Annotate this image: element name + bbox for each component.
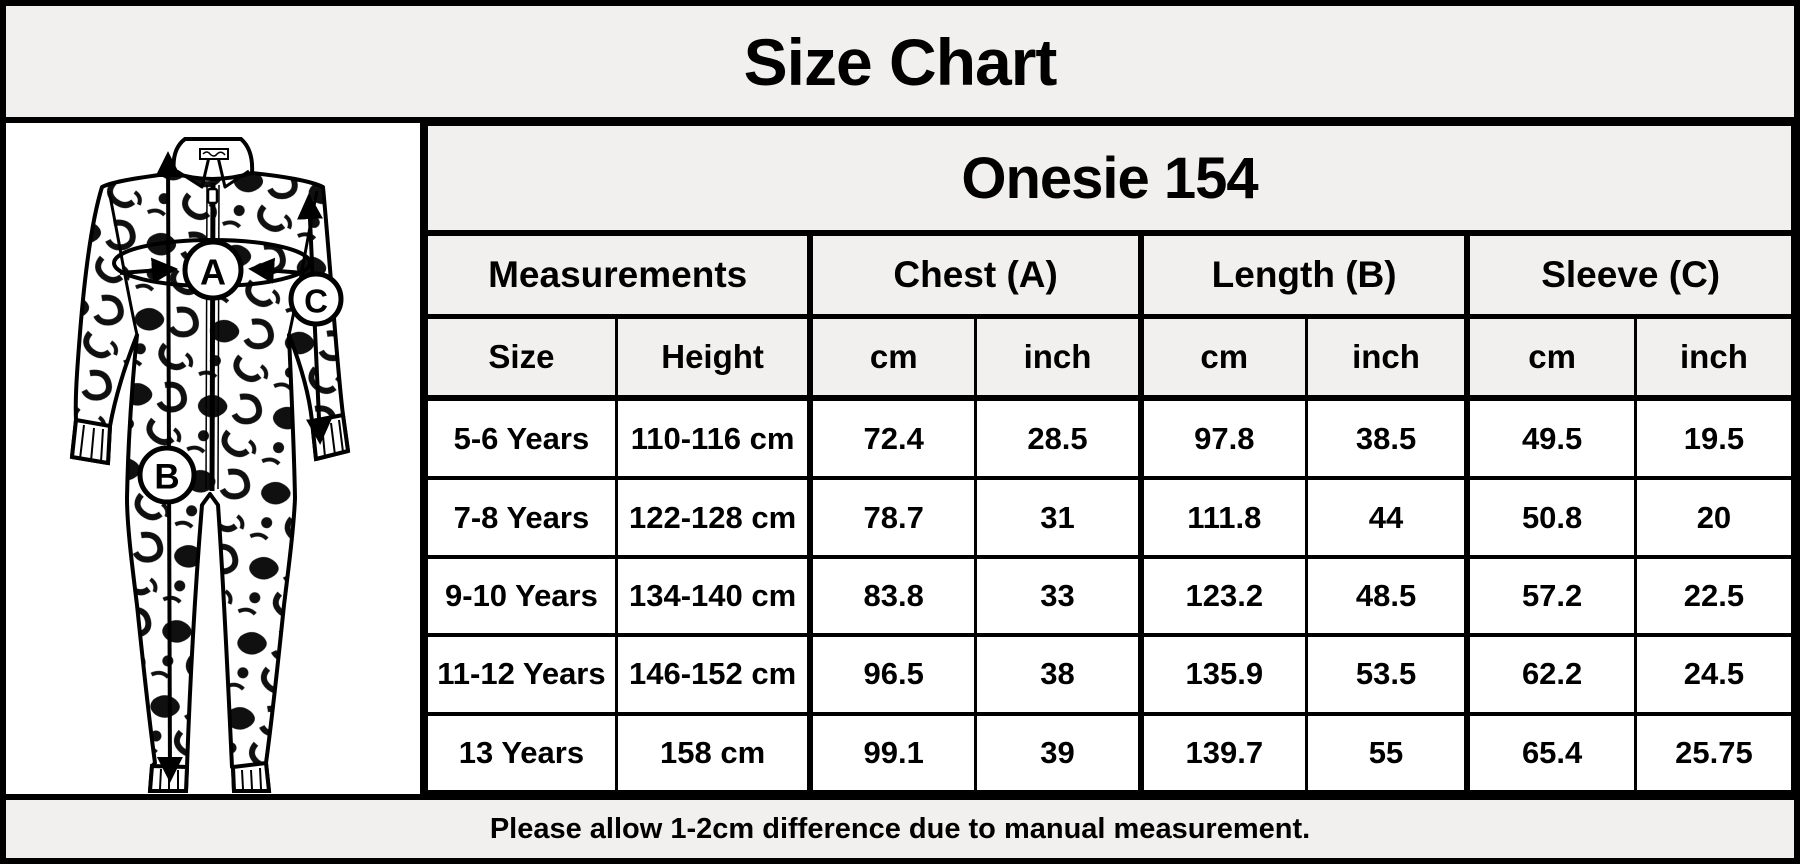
cell-chest-cm: 72.4 (807, 395, 978, 481)
marker-b-badge: B (137, 445, 197, 505)
cell-length-inch: 53.5 (1304, 633, 1469, 716)
table-row: Measurements Chest (A) Length (B) Sleeve… (425, 231, 1795, 319)
cell-length-cm: 135.9 (1137, 633, 1308, 716)
left-armhole-seam (107, 190, 139, 336)
cell-length-cm: 123.2 (1137, 554, 1308, 638)
table-row: 11-12 Years 146-152 cm 96.5 38 135.9 53.… (425, 633, 1795, 716)
cell-size: 13 Years (425, 711, 618, 795)
cell-sleeve-cm: 50.8 (1464, 476, 1637, 559)
subheader-height: Height (614, 315, 812, 401)
table-row: 13 Years 158 cm 99.1 39 139.7 55 65.4 25… (425, 711, 1795, 795)
cell-chest-cm: 78.7 (807, 476, 978, 559)
cell-length-inch: 44 (1304, 476, 1469, 559)
cell-sleeve-cm: 62.2 (1464, 633, 1637, 716)
table-row: Onesie 154 (425, 123, 1794, 236)
cell-chest-inch: 31 (974, 476, 1143, 559)
page-title: Size Chart (6, 6, 1794, 123)
subheader-length-cm: cm (1137, 315, 1308, 401)
cell-height: 158 cm (614, 711, 812, 795)
cell-sleeve-inch: 24.5 (1633, 633, 1795, 716)
zipper-pull (206, 187, 219, 205)
cell-sleeve-cm: 49.5 (1464, 395, 1637, 481)
marker-a-badge: A (182, 239, 244, 301)
group-header-sleeve: Sleeve (C) (1464, 231, 1795, 319)
cell-chest-inch: 38 (974, 633, 1143, 716)
subheader-chest-inch: inch (974, 315, 1143, 401)
table-row: 7-8 Years 122-128 cm 78.7 31 111.8 44 50… (425, 476, 1795, 559)
cell-sleeve-inch: 19.5 (1633, 395, 1795, 481)
marker-c-badge: C (288, 271, 344, 327)
cell-height: 122-128 cm (614, 476, 812, 559)
group-header-length: Length (B) (1137, 231, 1469, 319)
cell-size: 9-10 Years (425, 554, 618, 638)
cell-sleeve-cm: 65.4 (1464, 711, 1637, 795)
zipper-edge-left (205, 184, 208, 490)
cell-chest-inch: 39 (974, 711, 1143, 795)
marker-c-label: C (304, 283, 328, 320)
cell-chest-cm: 99.1 (807, 711, 978, 795)
cell-sleeve-inch: 22.5 (1633, 554, 1795, 638)
size-table: Onesie 154 Measurements Chest (A) Length… (425, 123, 1795, 795)
measure-a-arrow-right (248, 257, 305, 284)
cell-sleeve-inch: 20 (1633, 476, 1795, 559)
cell-length-cm: 97.8 (1137, 395, 1308, 481)
cell-length-inch: 48.5 (1304, 554, 1469, 638)
cell-length-inch: 55 (1304, 711, 1469, 795)
table-row: Size Height cm inch cm inch cm inch (425, 315, 1795, 401)
subheader-sleeve-inch: inch (1633, 315, 1795, 401)
cell-chest-inch: 33 (974, 554, 1143, 638)
product-title: Onesie 154 (425, 123, 1794, 236)
main-content: A B C (6, 123, 1795, 795)
cell-height: 134-140 cm (614, 554, 812, 638)
zipper (209, 182, 216, 492)
marker-a-label: A (200, 252, 226, 293)
neck-label (199, 148, 229, 160)
onesie-illustration-panel: A B C (6, 123, 425, 794)
cell-length-inch: 38.5 (1304, 395, 1469, 481)
cell-chest-cm: 83.8 (807, 554, 978, 638)
table-row: 5-6 Years 110-116 cm 72.4 28.5 97.8 38.5… (425, 395, 1795, 481)
table-row: 9-10 Years 134-140 cm 83.8 33 123.2 48.5… (425, 554, 1795, 638)
cell-chest-cm: 96.5 (807, 633, 978, 716)
cell-length-cm: 111.8 (1137, 476, 1308, 559)
cell-size: 5-6 Years (425, 395, 618, 481)
cell-height: 110-116 cm (614, 395, 812, 481)
subheader-length-inch: inch (1304, 315, 1469, 401)
collar-lapels (176, 156, 250, 189)
cell-size: 11-12 Years (425, 633, 618, 716)
group-header-chest: Chest (A) (807, 231, 1143, 319)
marker-b-label: B (154, 458, 179, 497)
cell-length-cm: 139.7 (1137, 711, 1308, 795)
onesie-diagram: A B C (69, 137, 351, 793)
cell-chest-inch: 28.5 (974, 395, 1143, 481)
subheader-size: Size (425, 315, 618, 401)
footer-note: Please allow 1-2cm difference due to man… (6, 794, 1794, 858)
group-header-measurements: Measurements (425, 231, 812, 319)
cell-size: 7-8 Years (425, 476, 618, 559)
cell-sleeve-inch: 25.75 (1633, 711, 1795, 795)
subheader-sleeve-cm: cm (1464, 315, 1637, 401)
neck-label-script (202, 151, 226, 157)
subheader-chest-cm: cm (807, 315, 978, 401)
cell-sleeve-cm: 57.2 (1464, 554, 1637, 638)
cell-height: 146-152 cm (614, 633, 812, 716)
zipper-edge-right (217, 184, 220, 490)
size-table-wrap: Onesie 154 Measurements Chest (A) Length… (425, 123, 1795, 795)
